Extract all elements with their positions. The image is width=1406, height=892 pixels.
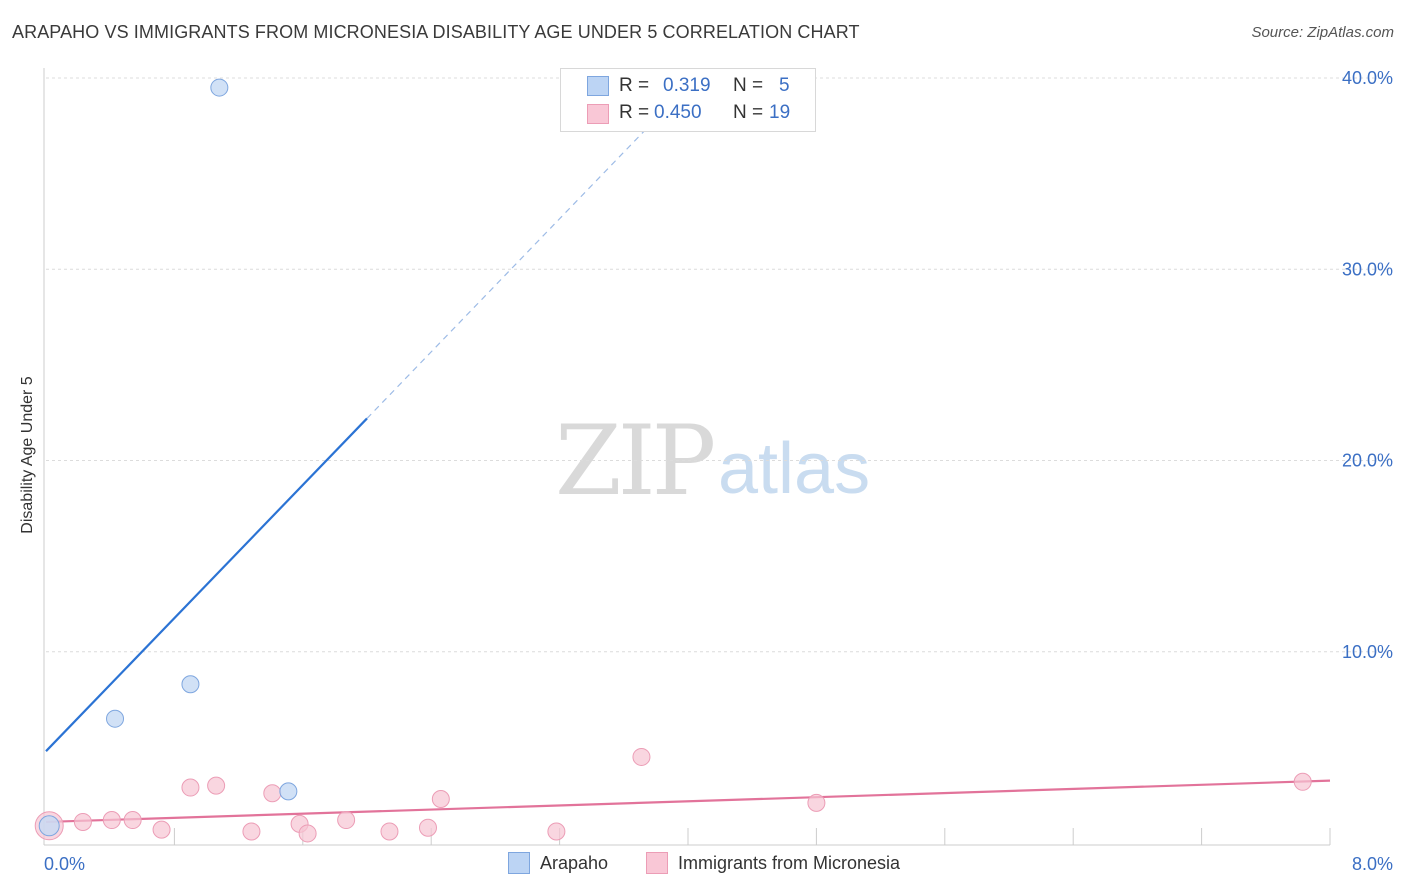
micronesia-point <box>807 793 826 812</box>
x-tick-label: 8.0% <box>1352 854 1393 874</box>
arapaho-point <box>181 675 200 694</box>
micronesia-point <box>1293 772 1312 791</box>
trend-lines <box>45 118 1331 824</box>
r-value: 0.450 <box>654 102 702 123</box>
micronesia-point <box>123 811 142 830</box>
arapaho-point <box>38 815 60 837</box>
micronesia-point <box>337 811 356 830</box>
micronesia-point <box>152 820 171 839</box>
micronesia-point <box>547 822 566 841</box>
micronesia-point <box>298 824 317 843</box>
micronesia-trend-line <box>45 779 1331 824</box>
arapaho-point <box>279 782 298 801</box>
micronesia-point <box>181 778 200 797</box>
axes <box>43 68 1331 846</box>
legend-label: Arapaho <box>540 852 609 873</box>
r-label: R = <box>619 75 650 96</box>
micronesia-point <box>242 822 261 841</box>
micronesia-point <box>73 812 92 831</box>
r-label: R = <box>619 102 650 123</box>
n-value: 19 <box>769 102 791 123</box>
legend-item-arapaho: Arapaho <box>508 852 608 874</box>
chart-title: ARAPAHO VS IMMIGRANTS FROM MICRONESIA DI… <box>12 22 860 42</box>
n-label: N = <box>733 75 764 96</box>
micronesia-point <box>263 784 282 803</box>
arapaho-trend-line <box>45 417 368 752</box>
micronesia-point <box>431 790 450 809</box>
y-tick-label: 30.0% <box>1342 259 1393 279</box>
y-tick-label: 20.0% <box>1342 451 1393 471</box>
tick-labels: 10.0% 20.0% 30.0% 40.0% 0.0% 8.0% <box>44 68 1393 874</box>
micronesia-point <box>632 747 651 766</box>
data-points <box>34 78 1312 843</box>
micronesia-point <box>207 776 226 795</box>
y-tick-label: 40.0% <box>1342 68 1393 88</box>
watermark-atlas: atlas <box>718 429 871 509</box>
source-label: Source: ZipAtlas.com <box>1251 24 1394 41</box>
n-label: N = <box>733 102 764 123</box>
r-value: 0.319 <box>663 75 711 96</box>
legend-item-micronesia: Immigrants from Micronesia <box>646 852 900 874</box>
legend-label: Immigrants from Micronesia <box>678 852 901 873</box>
arapaho-point <box>106 709 125 728</box>
n-value: 5 <box>779 75 790 96</box>
correlation-legend: R = 0.319 N = 5 R = 0.450 N = 19 <box>560 68 816 132</box>
x-tick-label: 0.0% <box>44 854 85 874</box>
arapaho-trend-extension <box>366 118 657 419</box>
micronesia-point <box>380 822 399 841</box>
grid-lines <box>46 77 1390 653</box>
micronesia-swatch <box>646 852 668 874</box>
arapaho-swatch <box>587 76 609 96</box>
micronesia-swatch <box>587 104 609 124</box>
arapaho-swatch <box>508 852 530 874</box>
micronesia-point <box>102 811 121 830</box>
micronesia-point <box>418 818 437 837</box>
series-legend: Arapaho Immigrants from Micronesia <box>0 852 1406 876</box>
arapaho-point <box>210 78 229 97</box>
y-tick-label: 10.0% <box>1342 642 1393 662</box>
